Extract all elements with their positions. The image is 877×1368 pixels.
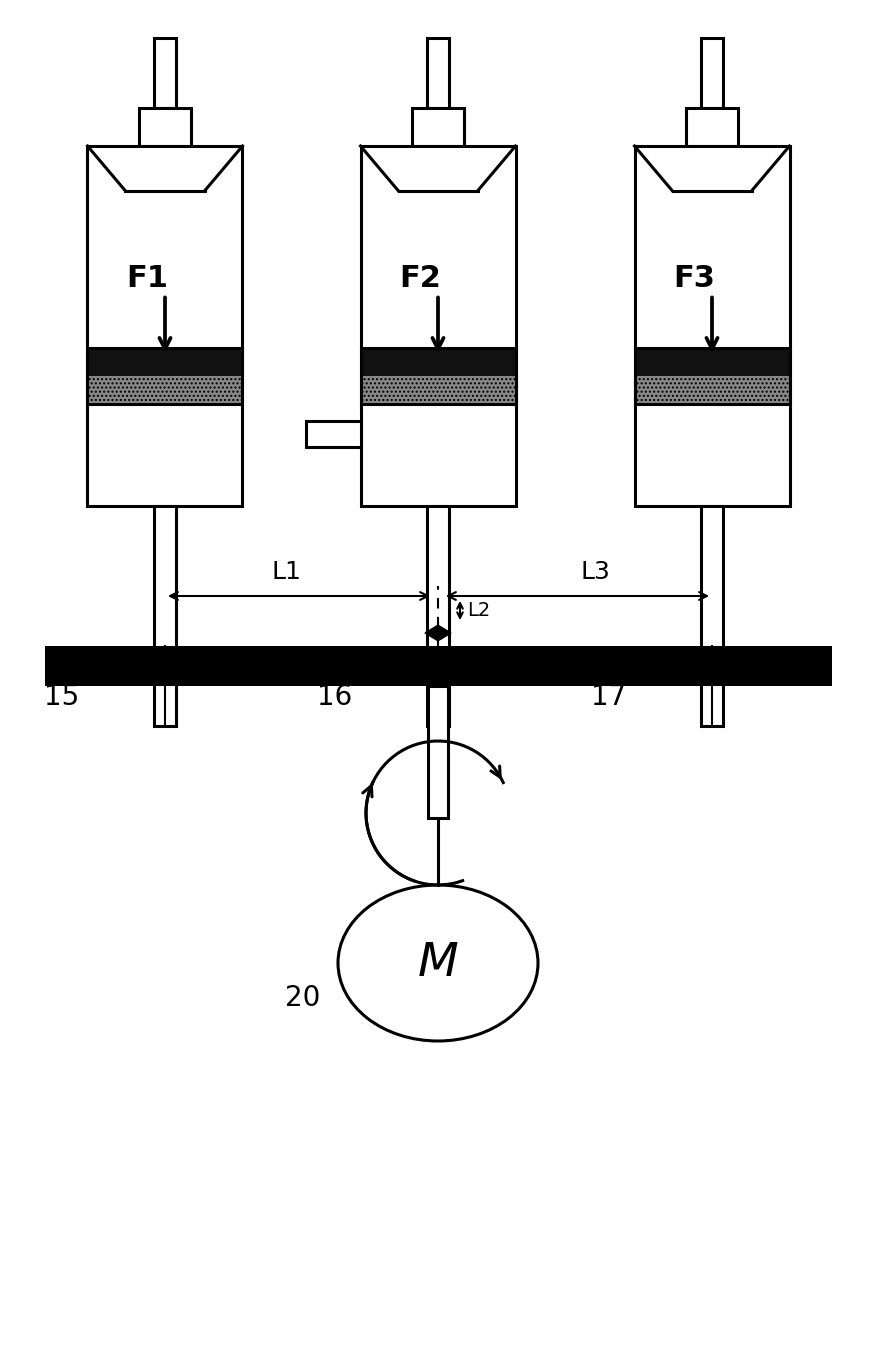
Text: 20: 20	[285, 984, 320, 1012]
Text: 15: 15	[44, 683, 80, 711]
Bar	[634, 146, 789, 506]
Bar	[45, 646, 832, 685]
Bar	[88, 347, 243, 376]
Bar	[139, 108, 191, 146]
Bar	[360, 347, 516, 404]
Polygon shape	[425, 625, 451, 640]
Bar	[427, 38, 449, 108]
Bar	[427, 506, 449, 726]
Bar	[88, 347, 243, 404]
Bar	[154, 38, 176, 108]
Bar	[360, 347, 516, 376]
Bar	[88, 146, 243, 506]
Bar	[701, 38, 723, 108]
Bar	[412, 108, 464, 146]
Bar	[88, 376, 243, 404]
Text: $M$: $M$	[417, 940, 459, 986]
Bar	[634, 347, 789, 376]
Text: L3: L3	[580, 560, 610, 584]
Text: 17: 17	[591, 683, 626, 711]
Bar	[686, 108, 738, 146]
Bar	[634, 347, 789, 404]
Bar	[360, 146, 516, 506]
Bar	[701, 506, 723, 726]
Text: L1: L1	[272, 560, 302, 584]
Text: L2: L2	[467, 601, 490, 620]
Text: 16: 16	[317, 683, 353, 711]
Text: F3: F3	[673, 264, 715, 293]
Bar	[154, 506, 176, 726]
Text: F1: F1	[126, 264, 168, 293]
Bar	[305, 420, 360, 446]
Bar	[360, 376, 516, 404]
Text: F2: F2	[399, 264, 441, 293]
Ellipse shape	[338, 885, 538, 1041]
Bar	[428, 685, 448, 818]
Bar	[634, 376, 789, 404]
